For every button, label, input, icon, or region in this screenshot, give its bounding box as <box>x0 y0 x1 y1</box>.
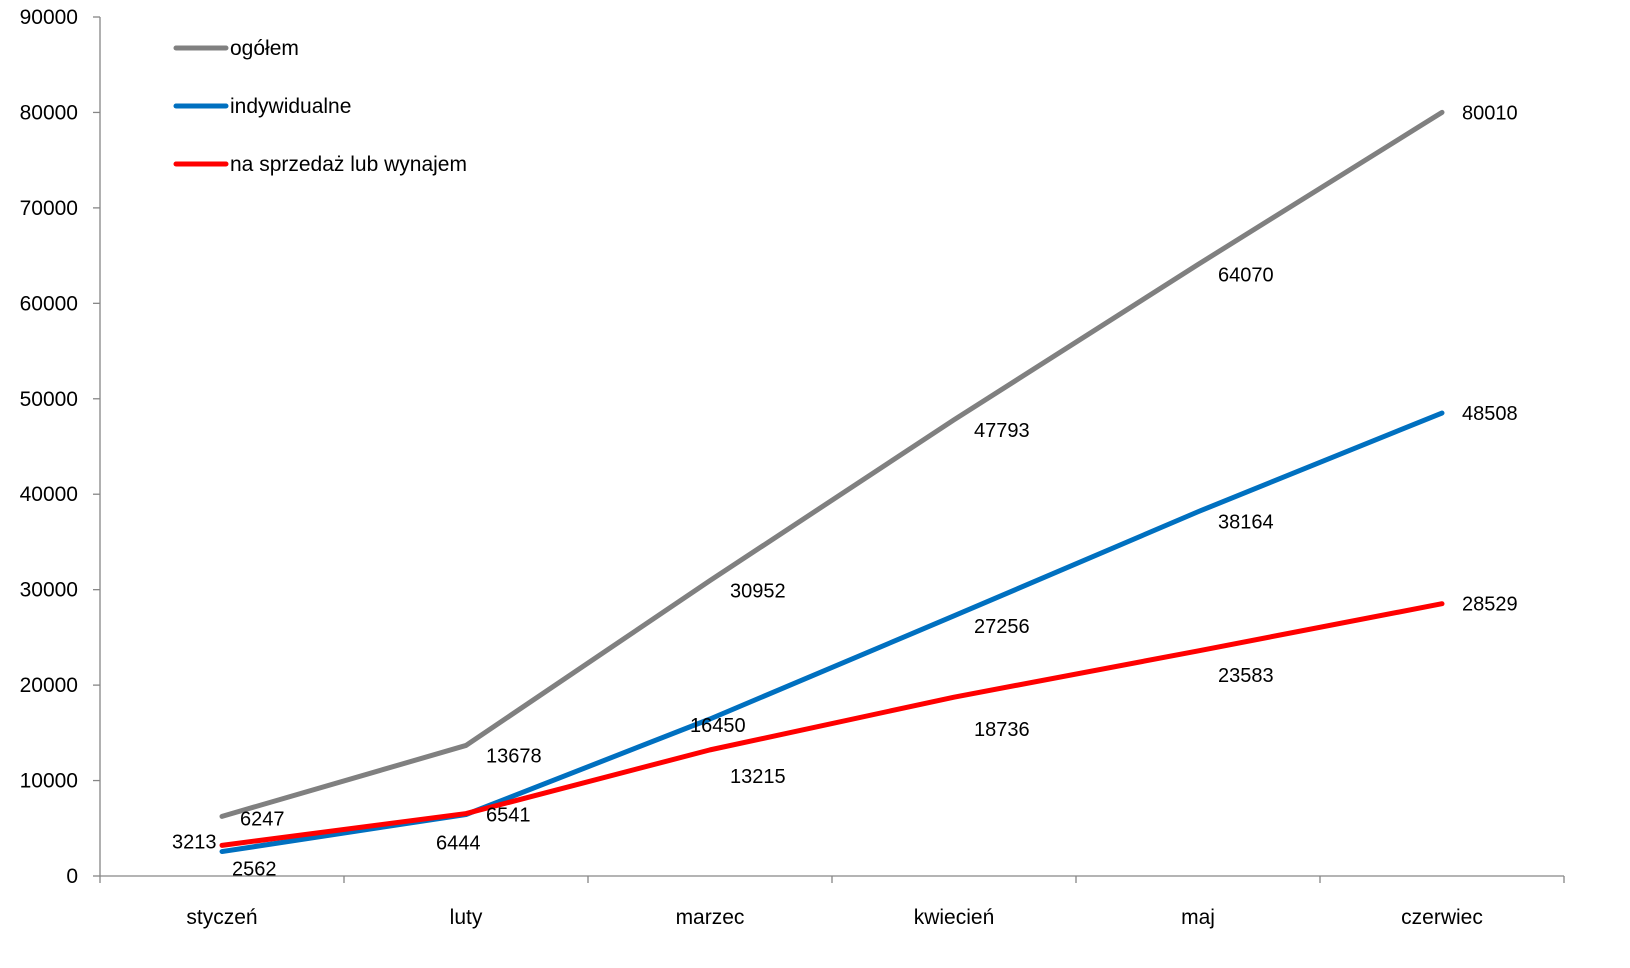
data-label: 6444 <box>436 832 481 854</box>
y-tick-label: 80000 <box>20 101 78 124</box>
data-label: 47793 <box>974 420 1030 442</box>
legend-label: ogółem <box>230 37 299 60</box>
data-label: 64070 <box>1218 264 1274 286</box>
data-label: 48508 <box>1462 403 1518 425</box>
data-label: 13215 <box>730 766 786 788</box>
x-tick-label: maj <box>1181 906 1215 929</box>
series-line-2 <box>219 601 1445 848</box>
data-label: 6247 <box>240 808 285 830</box>
data-label: 3213 <box>172 831 217 853</box>
series-line-0 <box>219 109 1445 819</box>
legend-label: indywidualne <box>230 95 351 118</box>
y-tick-label: 10000 <box>20 770 78 793</box>
y-tick-label: 50000 <box>20 388 78 411</box>
series-line-1 <box>219 410 1445 855</box>
y-tick-label: 30000 <box>20 579 78 602</box>
data-label: 28529 <box>1462 594 1518 616</box>
x-tick-label: marzec <box>676 906 745 929</box>
x-tick-label: styczeń <box>186 906 257 929</box>
data-label: 27256 <box>974 616 1030 638</box>
data-label: 30952 <box>730 581 786 603</box>
y-tick-label: 20000 <box>20 674 78 697</box>
data-label: 23583 <box>1218 665 1274 687</box>
y-tick-label: 40000 <box>20 483 78 506</box>
y-tick-label: 60000 <box>20 292 78 315</box>
data-label: 13678 <box>486 745 542 767</box>
axes: 0 10000 20000 30000 40000 50000 60000 70000 8000… <box>20 6 1565 929</box>
y-tick-label: 0 <box>66 865 78 888</box>
data-label: 2562 <box>232 859 277 881</box>
data-label: 6541 <box>486 805 531 827</box>
data-labels: 6247 13678 30952 47793 64070 80010 2562 6444 164… <box>172 102 1518 880</box>
x-tick-label: luty <box>450 906 483 929</box>
data-label: 18736 <box>974 719 1030 741</box>
data-label: 16450 <box>690 715 746 737</box>
y-tick-label: 70000 <box>20 197 78 220</box>
x-tick-label: czerwiec <box>1401 906 1483 929</box>
data-label: 80010 <box>1462 102 1518 124</box>
legend-label: na sprzedaż lub wynajem <box>230 153 467 176</box>
data-label: 38164 <box>1218 512 1274 534</box>
y-tick-label: 90000 <box>20 6 78 29</box>
series-lines <box>219 109 1445 855</box>
x-tick-label: kwiecień <box>914 906 995 929</box>
legend: ogółem indywidualne na sprzedaż lub wynaje… <box>173 37 467 176</box>
